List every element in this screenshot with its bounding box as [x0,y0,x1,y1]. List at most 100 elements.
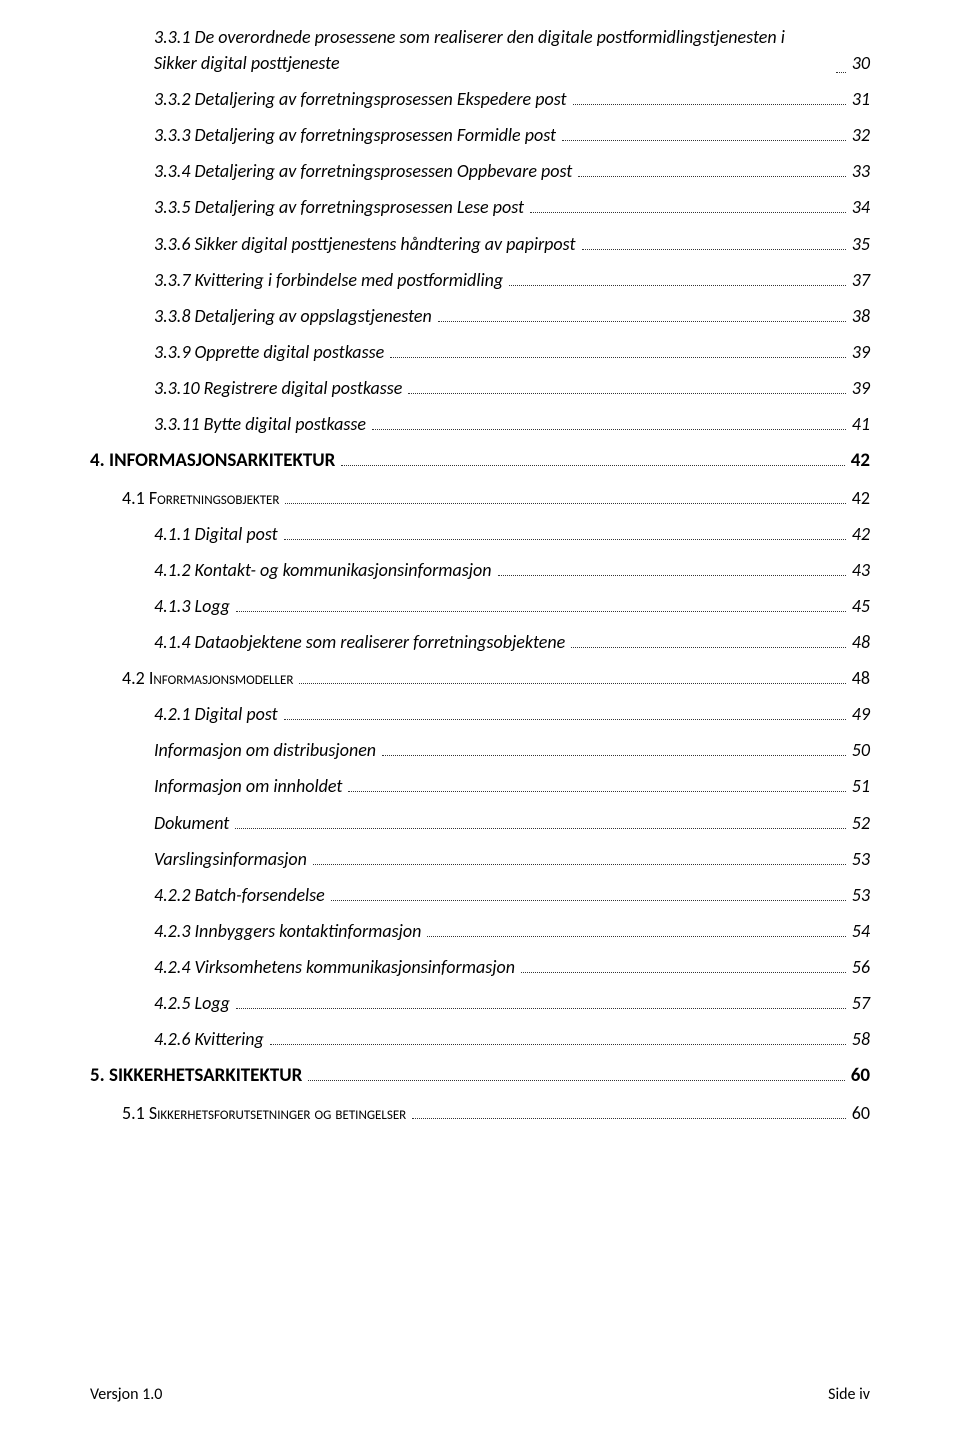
toc-entry-label: Dokument [154,810,229,836]
toc-leader-dots [427,936,845,937]
toc-entry-label: 5.1 Sikkerhetsforutsetninger og betingel… [122,1100,406,1126]
toc-entry[interactable]: Dokument 52 [154,810,870,836]
toc-entry-page: 41 [852,411,870,437]
toc-entry[interactable]: 3.3.8 Detaljering av oppslagstjenesten 38 [154,303,870,329]
toc-entry[interactable]: 4.2.5 Logg 57 [154,990,870,1016]
toc-entry[interactable]: 4.2.3 Innbyggers kontaktinformasjon54 [154,918,870,944]
toc-entry[interactable]: 3.3.2 Detaljering av forretningsprosesse… [154,86,870,112]
toc-entry-page: 30 [852,50,870,76]
toc-entry[interactable]: 3.3.3 Detaljering av forretningsprosesse… [154,122,870,148]
version-label: Versjon 1.0 [90,1385,162,1404]
toc-leader-dots [235,828,845,829]
toc-entry[interactable]: 4.1.3 Logg 45 [154,593,870,619]
toc-entry-label: 3.3.6 Sikker digital posttjenestens hånd… [154,231,576,257]
toc-leader-dots [308,1080,844,1081]
toc-entry-label: 4.2.6 Kvittering [154,1026,264,1052]
toc-leader-dots [299,683,845,684]
toc-entry-page: 32 [852,122,870,148]
toc-entry-page: 42 [852,521,870,547]
toc-entry[interactable]: 3.3.1 De overordnede prosessene som real… [154,24,870,76]
toc-entry-label: 3.3.9 Opprette digital postkasse [154,339,384,365]
toc-leader-dots [382,755,846,756]
toc-entry[interactable]: 4. INFORMASJONSARKITEKTUR 42 [90,447,870,475]
toc-entry[interactable]: Informasjon om distribusjonen50 [154,737,870,763]
toc-entry-page: 57 [852,990,870,1016]
toc-entry-label: 4. INFORMASJONSARKITEKTUR [90,447,335,475]
toc-entry-label: 3.3.7 Kvittering i forbindelse med postf… [154,267,503,293]
toc-entry-page: 45 [852,593,870,619]
toc-entry[interactable]: Varslingsinformasjon 53 [154,846,870,872]
toc-entry-page: 35 [852,231,870,257]
toc-entry[interactable]: 3.3.4 Detaljering av forretningsprosesse… [154,158,870,184]
page-container: 3.3.1 De overordnede prosessene som real… [0,0,960,1438]
toc-leader-dots [284,539,846,540]
toc-entry[interactable]: 3.3.6 Sikker digital posttjenestens hånd… [154,231,870,257]
toc-entry-label: 4.1.3 Logg [154,593,230,619]
toc-leader-dots [372,429,846,430]
toc-entry-page: 53 [852,846,870,872]
toc-entry[interactable]: 4.2.4 Virksomhetens kommunikasjonsinform… [154,954,870,980]
toc-leader-dots [270,1044,846,1045]
toc-entry-label: 3.3.1 De overordnede prosessene som real… [154,24,830,76]
toc-entry-label: Informasjon om distribusjonen [154,737,376,763]
toc-entry[interactable]: 4.2.6 Kvittering 58 [154,1026,870,1052]
toc-entry[interactable]: 4.1.4 Dataobjektene som realiserer forre… [154,629,870,655]
toc-leader-dots [509,285,846,286]
toc-entry-label: 4.2.5 Logg [154,990,230,1016]
toc-leader-dots [578,176,845,177]
toc-leader-dots [348,791,845,792]
toc-leader-dots [236,1008,846,1009]
toc-entry[interactable]: 4.1 Forretningsobjekter42 [122,485,870,511]
toc-leader-dots [498,575,846,576]
toc-entry[interactable]: Informasjon om innholdet 51 [154,773,870,799]
toc-entry-label: 3.3.3 Detaljering av forretningsprosesse… [154,122,556,148]
toc-entry-page: 42 [851,447,870,475]
toc-entry-page: 43 [852,557,870,583]
toc-entry-label: 4.2 Informasjonsmodeller [122,665,293,691]
toc-entry[interactable]: 3.3.11 Bytte digital postkasse 41 [154,411,870,437]
toc-entry[interactable]: 3.3.10 Registrere digital postkasse39 [154,375,870,401]
toc-leader-dots [412,1118,846,1119]
toc-entry-page: 49 [852,701,870,727]
toc-entry-page: 52 [852,810,870,836]
toc-entry-page: 60 [852,1100,870,1126]
toc-entry-page: 33 [852,158,870,184]
toc-entry-label: 4.1.1 Digital post [154,521,278,547]
toc-entry-page: 37 [852,267,870,293]
toc-entry-label: 3.3.10 Registrere digital postkasse [154,375,402,401]
toc-leader-dots [582,249,846,250]
toc-entry-page: 31 [852,86,870,112]
toc-entry[interactable]: 4.1.2 Kontakt- og kommunikasjonsinformas… [154,557,870,583]
toc-entry[interactable]: 4.2.1 Digital post49 [154,701,870,727]
toc-leader-dots [836,72,846,73]
toc-entry-page: 53 [852,882,870,908]
toc-entry[interactable]: 5.1 Sikkerhetsforutsetninger og betingel… [122,1100,870,1126]
toc-entry-page: 60 [851,1062,870,1090]
toc-leader-dots [285,503,845,504]
toc-entry-page: 38 [852,303,870,329]
toc-entry-label: 3.3.11 Bytte digital postkasse [154,411,366,437]
toc-entry[interactable]: 5. SIKKERHETSARKITEKTUR60 [90,1062,870,1090]
toc-entry[interactable]: 3.3.7 Kvittering i forbindelse med postf… [154,267,870,293]
toc-leader-dots [390,357,846,358]
toc-leader-dots [573,104,846,105]
toc-entry-label: 3.3.2 Detaljering av forretningsprosesse… [154,86,567,112]
toc-entry-label: 3.3.8 Detaljering av oppslagstjenesten [154,303,432,329]
toc-entry-page: 51 [852,773,870,799]
toc-entry-page: 58 [852,1026,870,1052]
toc-leader-dots [571,647,846,648]
toc-entry-label: 4.1.4 Dataobjektene som realiserer forre… [154,629,565,655]
toc-entry[interactable]: 4.1.1 Digital post 42 [154,521,870,547]
toc-entry[interactable]: 3.3.5 Detaljering av forretningsprosesse… [154,194,870,220]
toc-entry-page: 42 [852,485,870,511]
toc-entry[interactable]: 3.3.9 Opprette digital postkasse 39 [154,339,870,365]
toc-entry-label: Informasjon om innholdet [154,773,342,799]
toc-entry-page: 48 [852,665,870,691]
toc-entry-page: 39 [852,339,870,365]
table-of-contents: 3.3.1 De overordnede prosessene som real… [90,24,870,1126]
toc-leader-dots [408,393,845,394]
toc-entry-label: 4.2.4 Virksomhetens kommunikasjonsinform… [154,954,515,980]
toc-entry-label: Varslingsinformasjon [154,846,307,872]
toc-entry[interactable]: 4.2 Informasjonsmodeller 48 [122,665,870,691]
toc-entry[interactable]: 4.2.2 Batch-forsendelse53 [154,882,870,908]
